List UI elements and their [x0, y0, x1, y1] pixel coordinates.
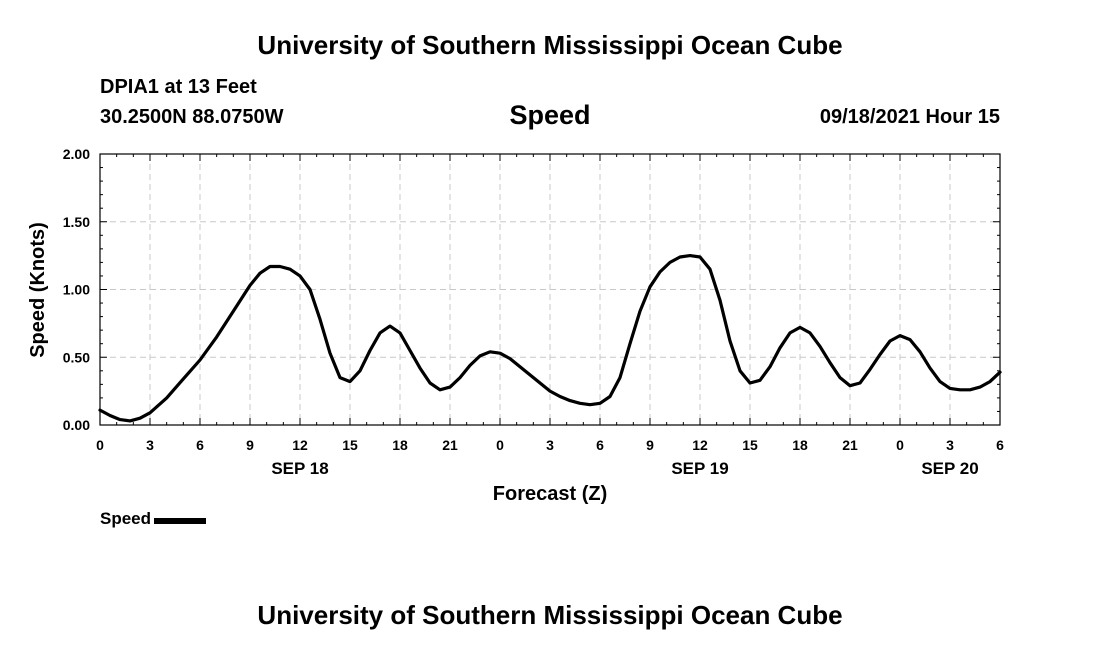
x-tick-label: 3 [946, 437, 954, 453]
x-axis-label: Forecast (Z) [493, 483, 607, 505]
page-title: University of Southern Mississippi Ocean… [257, 30, 843, 60]
station-label: DPIA1 at 13 Feet [100, 76, 257, 98]
x-tick-label: 12 [692, 437, 708, 453]
x-tick-label: 6 [996, 437, 1004, 453]
x-tick-label: 18 [792, 437, 808, 453]
x-tick-label: 18 [392, 437, 408, 453]
grid-layer [100, 154, 1000, 425]
legend-swatch [154, 518, 207, 524]
date-label: SEP 19 [671, 459, 728, 478]
x-tick-label: 3 [546, 437, 554, 453]
y-tick-label: 2.00 [63, 146, 90, 162]
y-tick-label: 1.50 [63, 214, 90, 230]
x-tick-label: 3 [146, 437, 154, 453]
tick-layer: 0 3 6 9 12 15 18 21 0 3 6 9 12 15 18 21 0 3 6 0.00 0.50 1.00 1… [63, 146, 1004, 478]
date-label: SEP 18 [271, 459, 328, 478]
x-tick-label: 15 [742, 437, 758, 453]
x-tick-label: 0 [896, 437, 904, 453]
x-tick-label: 0 [96, 437, 104, 453]
speed-series-line [98, 254, 1002, 423]
x-tick-label: 0 [496, 437, 504, 453]
x-tick-label: 21 [442, 437, 458, 453]
x-tick-label: 9 [246, 437, 254, 453]
footer-title: University of Southern Mississippi Ocean… [257, 600, 843, 630]
forecast-datetime: 09/18/2021 Hour 15 [819, 106, 1000, 128]
x-tick-label: 21 [842, 437, 858, 453]
date-label: SEP 20 [921, 459, 978, 478]
series-layer [98, 254, 1002, 423]
y-tick-label: 0.00 [63, 417, 90, 433]
x-tick-label: 6 [596, 437, 604, 453]
x-tick-label: 12 [292, 437, 308, 453]
variable-title: Speed [509, 100, 591, 130]
station-coordinates: 30.2500N 88.0750W [100, 106, 284, 128]
x-tick-label: 6 [196, 437, 204, 453]
y-axis-label: Speed (Knots) [27, 222, 49, 358]
legend: Speed [100, 509, 207, 529]
y-tick-label: 1.00 [63, 282, 90, 298]
y-tick-label: 0.50 [63, 349, 90, 365]
legend-label: Speed [100, 509, 152, 528]
x-tick-label: 15 [342, 437, 358, 453]
x-tick-label: 9 [646, 437, 654, 453]
